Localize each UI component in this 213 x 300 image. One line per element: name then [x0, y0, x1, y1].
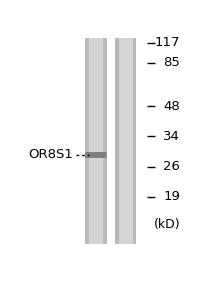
- Text: 48: 48: [163, 100, 180, 113]
- Text: OR8S1: OR8S1: [28, 148, 73, 161]
- Bar: [115, 38, 136, 244]
- Text: 19: 19: [163, 190, 180, 203]
- Bar: [119, 38, 133, 244]
- Text: (kD): (kD): [154, 218, 180, 231]
- Text: 34: 34: [163, 130, 180, 143]
- Bar: [85, 38, 107, 244]
- Text: 117: 117: [155, 36, 180, 50]
- Text: 85: 85: [163, 56, 180, 69]
- Text: 26: 26: [163, 160, 180, 173]
- Bar: [87, 152, 105, 158]
- Bar: [85, 152, 107, 158]
- Bar: [89, 38, 103, 244]
